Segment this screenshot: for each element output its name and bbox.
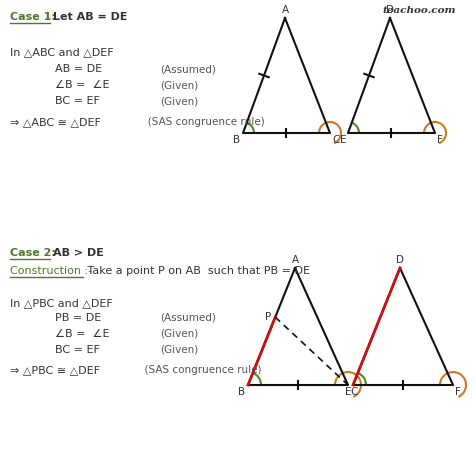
Text: (Given): (Given) bbox=[160, 345, 198, 355]
Text: B: B bbox=[238, 387, 245, 397]
Text: (Assumed): (Assumed) bbox=[160, 64, 216, 74]
Text: teachoo.com: teachoo.com bbox=[383, 6, 456, 15]
Text: BC = EF: BC = EF bbox=[55, 96, 100, 106]
Text: BC = EF: BC = EF bbox=[55, 345, 100, 355]
Text: D: D bbox=[386, 5, 394, 15]
Text: AB > DE: AB > DE bbox=[53, 248, 104, 258]
Text: In △PBC and △DEF: In △PBC and △DEF bbox=[10, 298, 113, 308]
Text: A: A bbox=[292, 255, 299, 265]
Text: F: F bbox=[437, 135, 443, 145]
Text: ∠B =  ∠E: ∠B = ∠E bbox=[55, 80, 109, 90]
Text: AB = DE: AB = DE bbox=[55, 64, 102, 74]
Text: (SAS congruence rule): (SAS congruence rule) bbox=[138, 365, 262, 375]
Text: Case 1:: Case 1: bbox=[10, 12, 56, 22]
Text: (SAS congruence rule): (SAS congruence rule) bbox=[138, 117, 265, 127]
Text: ⇒ △PBC ≅ △DEF: ⇒ △PBC ≅ △DEF bbox=[10, 365, 100, 375]
Text: (Given): (Given) bbox=[160, 80, 198, 90]
Text: A: A bbox=[282, 5, 289, 15]
Text: (Given): (Given) bbox=[160, 329, 198, 339]
Text: Construction :-: Construction :- bbox=[10, 266, 92, 276]
Text: PB = DE: PB = DE bbox=[55, 313, 101, 323]
Text: ⇒ △ABC ≅ △DEF: ⇒ △ABC ≅ △DEF bbox=[10, 117, 101, 127]
Text: F: F bbox=[455, 387, 461, 397]
Text: B: B bbox=[233, 135, 240, 145]
Text: ∠B =  ∠E: ∠B = ∠E bbox=[55, 329, 109, 339]
Text: (Given): (Given) bbox=[160, 96, 198, 106]
Text: C: C bbox=[332, 135, 339, 145]
Text: E: E bbox=[340, 135, 347, 145]
Text: E: E bbox=[346, 387, 352, 397]
Text: Case 2:: Case 2: bbox=[10, 248, 56, 258]
Text: P: P bbox=[265, 312, 271, 322]
Text: Take a point P on AB  such that PB = DE: Take a point P on AB such that PB = DE bbox=[84, 266, 310, 276]
Text: Let AB = DE: Let AB = DE bbox=[53, 12, 128, 22]
Text: (Assumed): (Assumed) bbox=[160, 313, 216, 323]
Text: C: C bbox=[350, 387, 357, 397]
Text: In △ABC and △DEF: In △ABC and △DEF bbox=[10, 47, 114, 57]
Text: D: D bbox=[396, 255, 404, 265]
